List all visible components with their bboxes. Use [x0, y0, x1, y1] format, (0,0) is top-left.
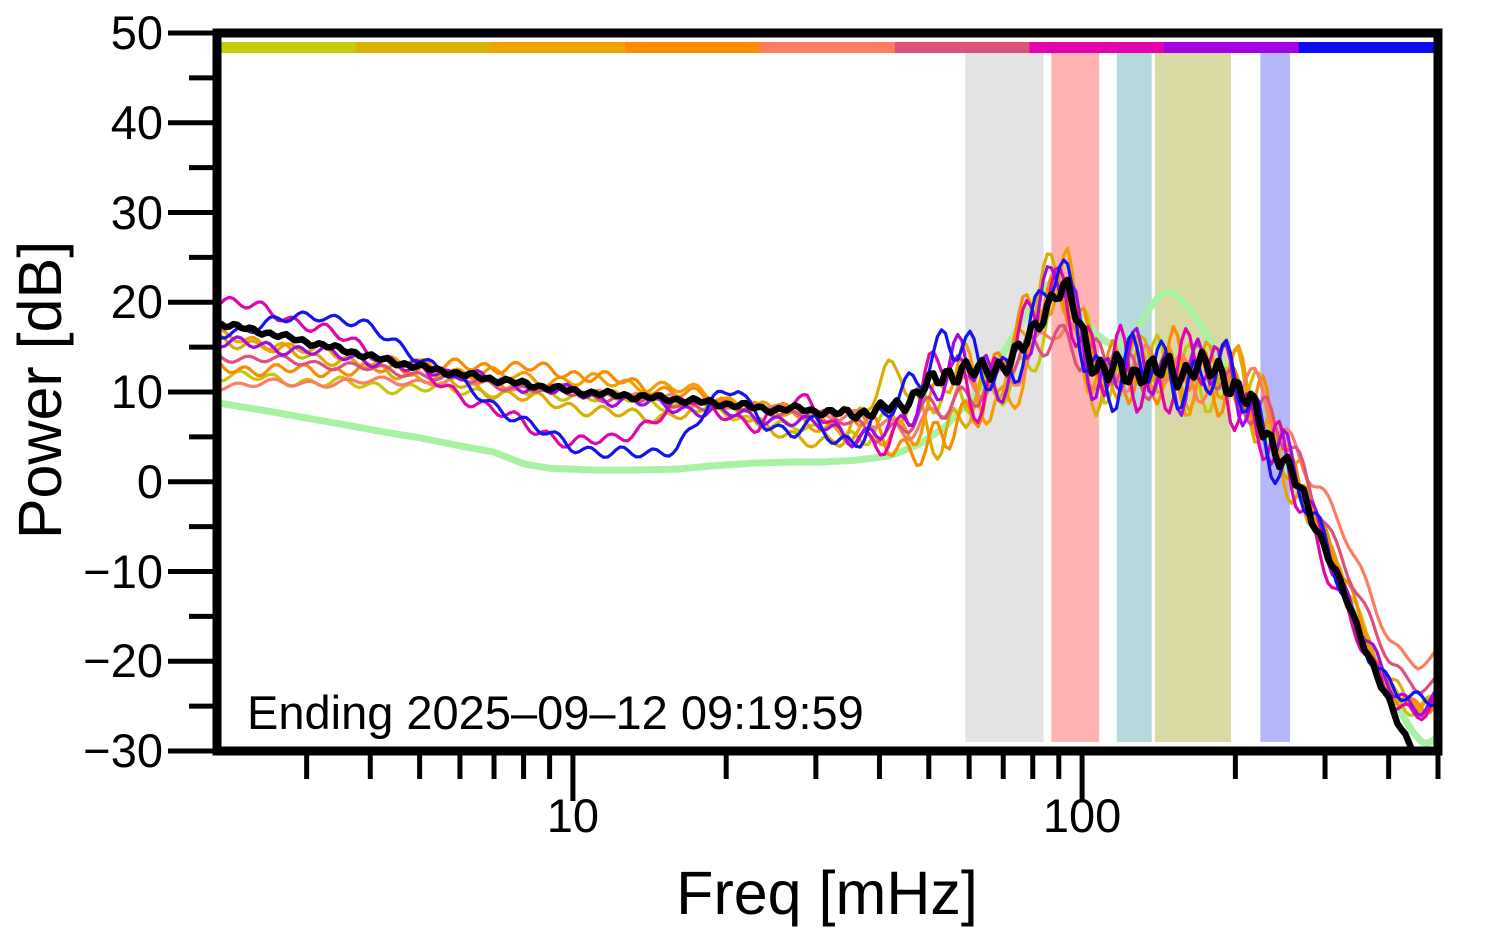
y-tick-label: 30: [110, 185, 163, 239]
series-magenta-curve: [221, 265, 1434, 722]
y-tick-label: −10: [83, 544, 163, 598]
x-axis-title: Freq [mHz]: [676, 859, 978, 927]
colorbar-segment: [490, 42, 627, 53]
y-tick-label: −20: [83, 634, 163, 688]
y-tick-label: 20: [110, 275, 163, 329]
x-tick-label: 100: [1042, 789, 1122, 842]
colorbar-segment: [221, 42, 357, 53]
series-rose-curve: [221, 323, 1434, 695]
x-tick-label: 10: [546, 789, 600, 842]
series-green-reference-curve: [221, 279, 1434, 747]
ending-timestamp: Ending 2025–09–12 09:19:59: [247, 686, 864, 739]
colorbar-segment: [1029, 42, 1165, 53]
colorbar-segment: [625, 42, 761, 53]
series-purple-curve: [221, 265, 1434, 717]
colorbar-segment: [356, 42, 492, 53]
colorbar-segment: [1298, 42, 1435, 53]
series-black-mean-curve: [221, 276, 1415, 747]
series-olive-curve: [221, 281, 1434, 717]
time-colorbar: [221, 42, 1435, 53]
plot-frame: [212, 28, 1443, 756]
series-blue-curve: [221, 258, 1434, 708]
y-tick-label: 40: [110, 95, 163, 149]
colorbar-segment: [894, 42, 1031, 53]
y-tick-label: 0: [136, 454, 163, 508]
y-tick-label: −30: [83, 724, 163, 777]
series-deep-orange-curve: [221, 270, 1434, 715]
series-gold-curve: [221, 252, 1434, 714]
colorbar-segment: [760, 42, 896, 53]
series-orange-curve: [221, 246, 1434, 716]
spectra-curves: [221, 246, 1434, 747]
y-axis-title: Power [dB]: [6, 240, 74, 540]
y-tick-label: 50: [110, 6, 163, 59]
axes: [168, 28, 1443, 801]
colorbar-segment: [1164, 42, 1300, 53]
y-tick-label: 10: [110, 365, 163, 418]
